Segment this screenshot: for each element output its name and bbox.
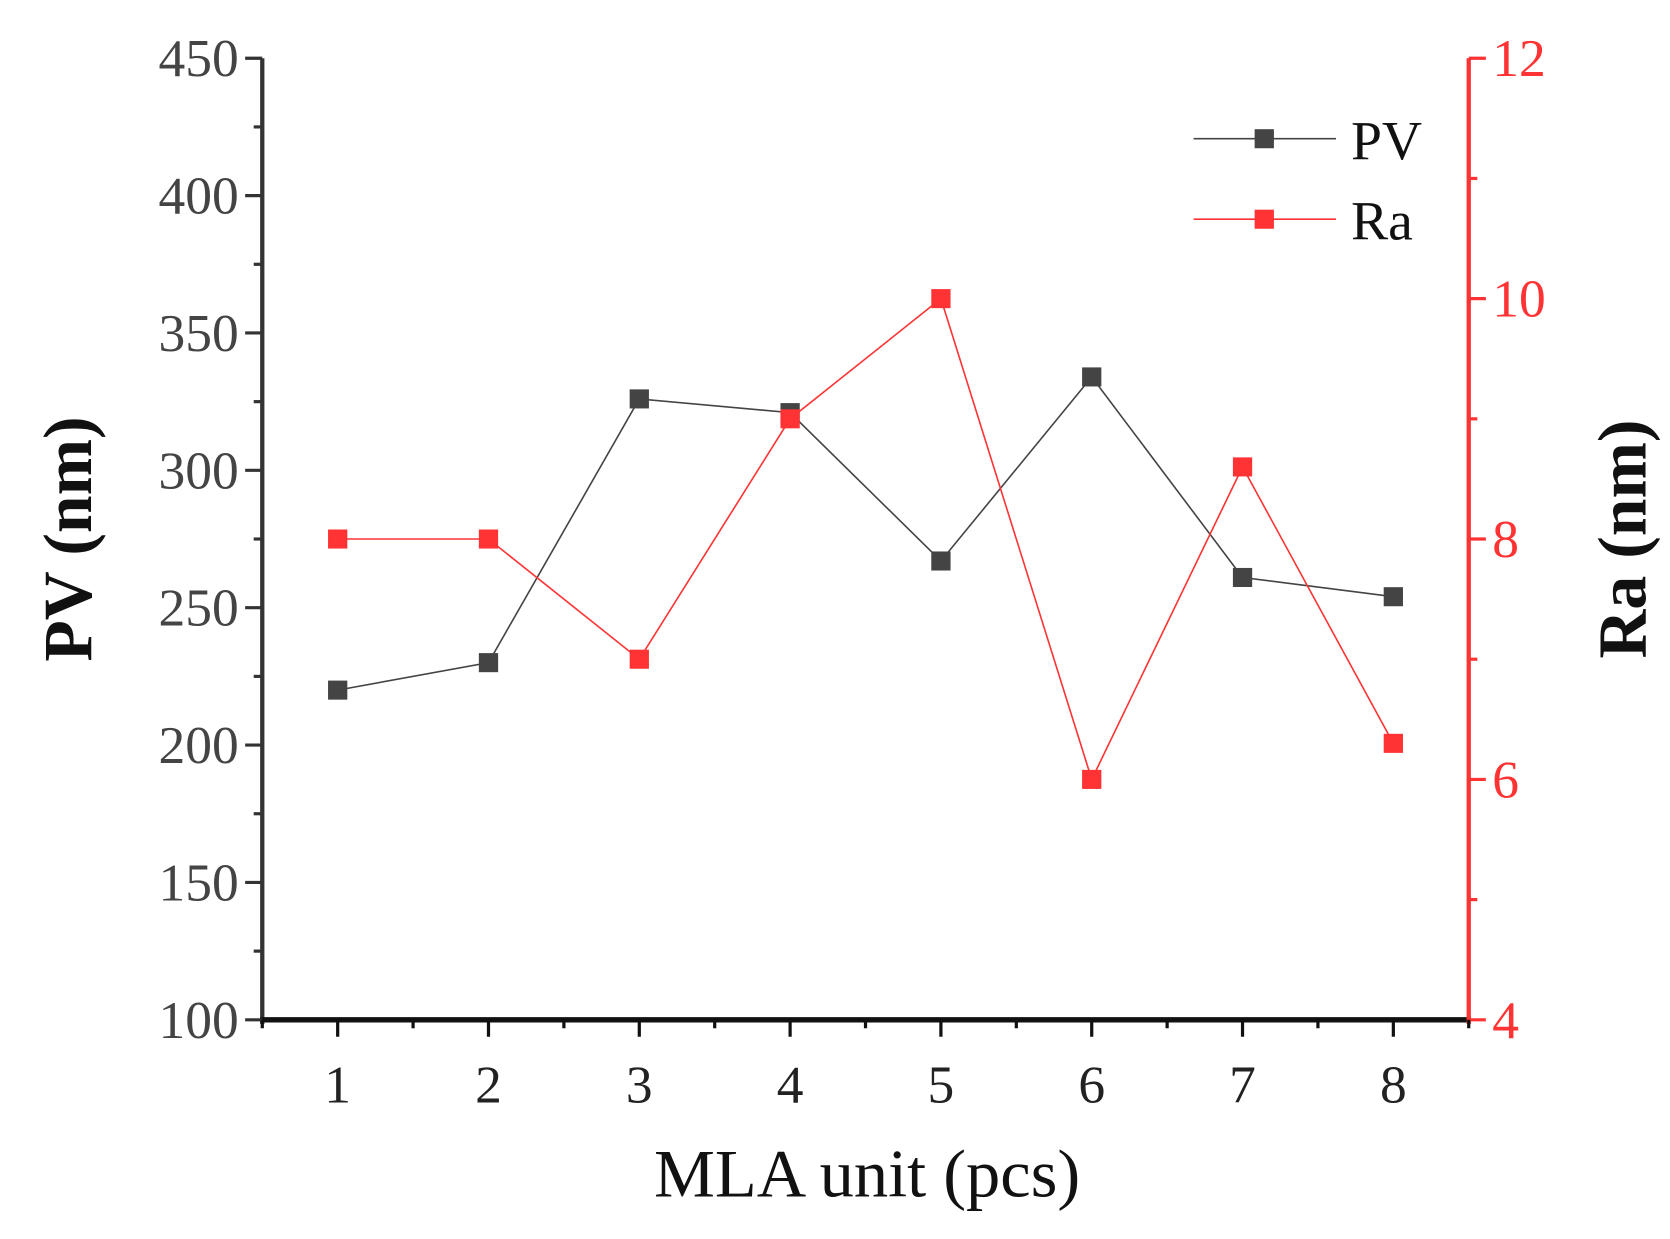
legend-pv-label: PV xyxy=(1351,110,1422,171)
series-pv-point xyxy=(1082,367,1102,387)
series-ra-line xyxy=(337,297,1395,782)
y-left-tick-label: 150 xyxy=(158,854,238,913)
x-axis-title: MLA unit (pcs) xyxy=(654,1136,1080,1212)
x-tick-label: 1 xyxy=(324,1056,351,1115)
y-right-tick-label: 8 xyxy=(1492,510,1519,569)
legend: PV Ra xyxy=(1193,110,1422,252)
x-tick-label: 5 xyxy=(928,1056,955,1115)
series-ra-point xyxy=(780,409,800,429)
series-ra-point xyxy=(931,289,951,309)
x-tick-label: 3 xyxy=(626,1056,653,1115)
x-tick-label: 8 xyxy=(1380,1056,1407,1115)
series-pv-point xyxy=(629,389,649,409)
x-tick-label: 7 xyxy=(1229,1056,1256,1115)
legend-ra-label: Ra xyxy=(1351,191,1413,252)
x-tick-label: 6 xyxy=(1078,1056,1105,1115)
series-ra-point xyxy=(1383,733,1403,753)
x-tick-label: 4 xyxy=(777,1056,804,1115)
y-axis-left-title: PV (nm) xyxy=(30,416,106,661)
y-right-tick-label: 4 xyxy=(1492,991,1519,1050)
series-ra-point xyxy=(328,529,348,549)
series-layer xyxy=(328,289,1403,789)
y-right-tick-label: 6 xyxy=(1492,751,1519,810)
series-ra-point xyxy=(478,529,499,549)
legend-ra-marker xyxy=(1254,209,1274,229)
y-left-tick-label: 350 xyxy=(158,304,238,363)
y-right-tick-label: 10 xyxy=(1492,270,1546,329)
y-left-tick-label: 100 xyxy=(158,991,238,1050)
series-pv-point xyxy=(328,680,348,700)
series-pv-line xyxy=(337,375,1394,691)
y-left-tick-label: 400 xyxy=(158,167,238,226)
y-left-tick-label: 200 xyxy=(158,716,238,775)
x-tick-label: 2 xyxy=(475,1056,502,1115)
series-pv-point xyxy=(931,551,951,571)
series-ra-point xyxy=(1232,457,1253,477)
legend-pv-marker xyxy=(1254,129,1274,149)
series-ra-point xyxy=(629,649,649,669)
series-pv-point xyxy=(1383,587,1403,607)
series-ra-point xyxy=(1082,769,1102,789)
y-axis-right-title: Ra (nm) xyxy=(1584,420,1660,659)
y-left-tick-label: 250 xyxy=(158,579,238,638)
y-left-tick-label: 450 xyxy=(158,30,238,89)
y-left-tick-label: 300 xyxy=(158,442,238,501)
y-right-tick-label: 12 xyxy=(1492,30,1546,89)
series-pv-point xyxy=(1232,567,1253,588)
series-pv-point xyxy=(478,653,499,673)
